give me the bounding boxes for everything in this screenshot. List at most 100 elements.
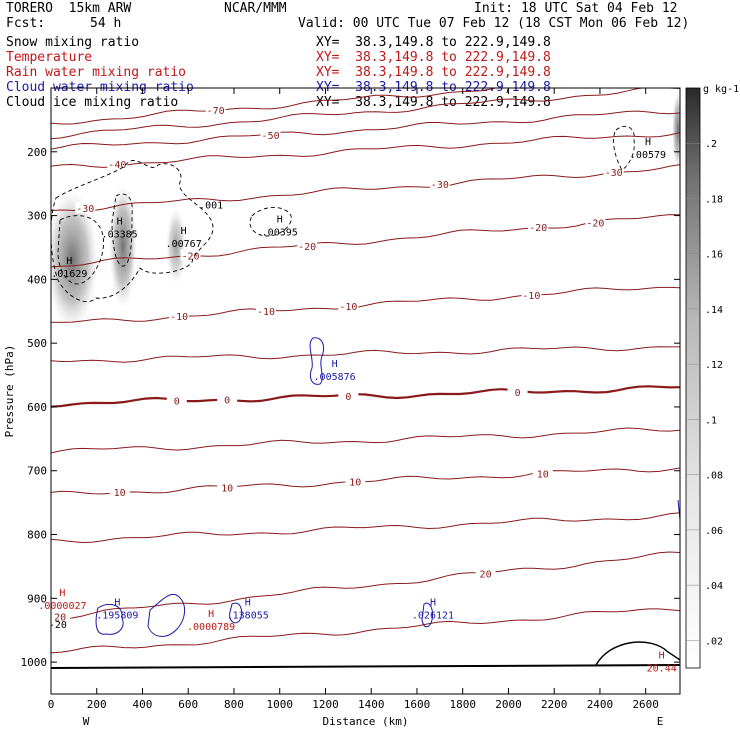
ground-line [50, 664, 681, 669]
temperature-contour-label: -20 [298, 242, 316, 253]
temperature-contour-label: 0 [515, 388, 521, 399]
max-value-label: .005876 [314, 372, 356, 383]
field-name: Cloud water mixing ratio [6, 80, 194, 95]
axes: 0 200 400 600 800 1000 1200 1400 1600 1800 2000 220… [3, 87, 681, 728]
max-marker-h: H [117, 217, 123, 228]
org-title: NCAR/MMM [224, 1, 287, 16]
x-tick-label: 2400 [587, 698, 614, 711]
contour-label-bg [217, 481, 238, 493]
x-tick-label: 2600 [632, 698, 659, 711]
snow-shading [51, 90, 680, 330]
chart-labels: H .01629 H .03385 H .00767 H .00395 H .00579 H .005… [38, 137, 676, 675]
cloud-water-contour [147, 594, 185, 637]
field-xy: XY= 38.3,149.8 to 222.9,149.8 [316, 50, 551, 65]
temperature-contour-line [51, 467, 680, 495]
contour-label-bg [429, 178, 450, 190]
y-tick-label: 500 [27, 337, 47, 350]
contour-label-bg [166, 394, 187, 406]
max-value-label: .01629 [51, 269, 87, 280]
temperature-contour-line [51, 214, 680, 268]
field-name: Cloud ice mixing ratio [6, 95, 179, 110]
x-tick-label: 1400 [358, 698, 385, 711]
field-name: Snow mixing ratio [6, 35, 140, 50]
contour-value-label: -20 [49, 620, 67, 631]
contour-label-bg [217, 393, 238, 405]
temperature-contour-label: 10 [537, 470, 549, 481]
contour-label-bg [109, 485, 130, 497]
max-marker-h: H [114, 597, 120, 608]
contour-label-bg [338, 299, 359, 311]
x-tick-label: 600 [178, 698, 198, 711]
colorbar-tick-label: .08 [705, 471, 723, 482]
colorbar-tick-label: .16 [705, 250, 723, 261]
colorbar-tick-label: .04 [705, 581, 723, 592]
colorbar-tick-label: .12 [705, 360, 723, 371]
temperature-contour-line [51, 286, 680, 323]
y-tick-label: 600 [27, 401, 47, 414]
contour-label-bg [180, 249, 201, 261]
max-value-label: .00395 [262, 228, 298, 239]
max-marker-h: H [332, 359, 338, 370]
max-marker-h: H [208, 609, 214, 620]
temperature-contour-line [51, 88, 498, 125]
temperature-contour-label: 20 [54, 613, 66, 624]
temperature-contour-label: -50 [262, 131, 280, 142]
x-tick-label: 1200 [312, 698, 339, 711]
max-value-label: .00579 [630, 150, 666, 161]
ice-contour [51, 160, 214, 303]
cloud-water-contour [421, 602, 433, 628]
max-value-label: .0000027 [38, 601, 86, 612]
temperature-contour-label: -10 [339, 302, 357, 313]
x-tick-label: 800 [224, 698, 244, 711]
fcst-value: 54 h [90, 16, 122, 31]
temperature-contour-line [51, 551, 680, 620]
max-marker-h: H [245, 597, 251, 608]
temperature-contour-label: -10 [257, 307, 275, 318]
colorbar-tick-label: .18 [705, 194, 723, 205]
y-tick-label: 1000 [21, 656, 48, 669]
max-value-label: 20.44 [647, 663, 677, 674]
contour-label-bg [256, 304, 277, 316]
x-tick-label: 2200 [541, 698, 568, 711]
colorbar-tick-label: .1 [705, 415, 717, 426]
x-tick-label: 400 [133, 698, 153, 711]
valid-time: Valid: 00 UTC Tue 07 Feb 12 (18 CST Mon … [298, 16, 690, 31]
max-marker-h: H [181, 226, 187, 237]
x-tick-label: 200 [87, 698, 107, 711]
contour-value-label: .001 [199, 201, 223, 212]
x-tick-label: 1000 [266, 698, 293, 711]
contour-label-bg [169, 310, 190, 322]
colorbar-tick-label: .14 [705, 305, 723, 316]
max-value-label: .195809 [96, 610, 138, 621]
max-value-label: .03385 [102, 230, 138, 241]
x-tick-label: 1800 [449, 698, 476, 711]
colorbar: .02 .04 .06 .08 .1 .12 .14 .16 .18 .2 g kg-1 [685, 84, 739, 669]
temperature-contour-label: -10 [522, 291, 540, 302]
max-value-label: .138055 [227, 610, 269, 621]
snow-core-main [109, 184, 137, 308]
x-tick-label: 2000 [495, 698, 522, 711]
max-value-label: .026121 [412, 610, 454, 621]
init-time: Init: 18 UTC Sat 04 Feb 12 [474, 1, 678, 16]
plot-frame [50, 87, 681, 695]
x-tick-label: 0 [48, 698, 55, 711]
x-tick-label: 1600 [404, 698, 431, 711]
temperature-contour-line [51, 346, 680, 363]
temperature-contours: -70 -50 -40 -30 -30 -30 -20 -20 -20 -20 -10 -10 -10 -… [51, 88, 680, 654]
temperature-contour-label: -70 [207, 106, 225, 117]
snow-core-west [51, 190, 98, 330]
y-tick-label: 300 [27, 210, 47, 223]
cloud-water-contours [95, 337, 680, 637]
west-end-label: W [83, 715, 90, 728]
temperature-contour-line [51, 385, 680, 408]
y-tick-label: 200 [27, 146, 47, 159]
temperature-contour-line [51, 512, 680, 544]
max-marker-h: H [645, 137, 651, 148]
y-tick-label: 800 [27, 529, 47, 542]
ice-contour [249, 207, 292, 237]
colorbar-tick-label: .02 [705, 636, 723, 647]
max-value-label: .0000789 [187, 622, 235, 633]
field-xy: XY= 38.3,149.8 to 222.9,149.8 [316, 95, 551, 110]
max-marker-h: H [659, 650, 665, 661]
